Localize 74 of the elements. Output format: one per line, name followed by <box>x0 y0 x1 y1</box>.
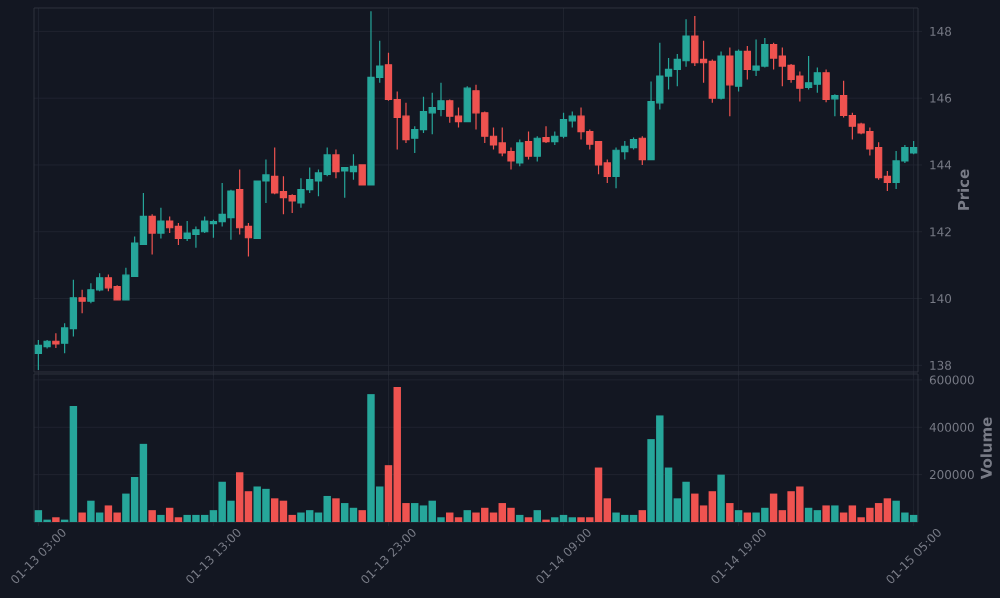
candlestick <box>446 98 454 124</box>
bar <box>113 512 121 522</box>
bar <box>848 505 857 522</box>
candlestick <box>52 332 60 349</box>
candlestick <box>822 68 830 103</box>
bar <box>157 514 165 522</box>
candlestick <box>78 289 86 314</box>
bar <box>594 467 603 522</box>
bar <box>279 500 288 522</box>
candlestick <box>778 46 787 87</box>
bar <box>472 512 480 522</box>
candlestick <box>717 50 725 101</box>
bar <box>139 443 148 522</box>
bar <box>78 512 86 522</box>
bar <box>909 514 918 522</box>
bar <box>367 394 375 522</box>
candlestick <box>463 85 471 123</box>
bar <box>559 514 568 522</box>
bar <box>349 507 358 522</box>
candlestick <box>743 45 751 81</box>
candlestick <box>559 112 568 139</box>
candlestick <box>332 148 340 179</box>
bar <box>726 503 734 522</box>
candlestick <box>533 135 541 163</box>
bar <box>734 510 743 522</box>
bar <box>297 512 305 522</box>
bar <box>813 510 822 522</box>
bar <box>411 503 419 522</box>
candlestick <box>909 140 918 155</box>
bar <box>507 507 515 522</box>
bar <box>69 405 78 522</box>
bar <box>270 498 279 522</box>
bar <box>691 493 699 522</box>
bar <box>883 498 892 522</box>
bar <box>516 514 524 522</box>
bar <box>874 503 883 522</box>
candlestick <box>516 138 524 167</box>
bar <box>708 491 717 522</box>
bar <box>638 510 647 522</box>
bar <box>148 510 156 522</box>
bar <box>87 500 95 522</box>
candlestick <box>454 106 463 129</box>
bar <box>831 505 839 522</box>
bar <box>358 510 366 522</box>
bar <box>743 512 752 522</box>
bar <box>165 507 174 522</box>
bar <box>419 505 428 522</box>
bar <box>822 505 830 522</box>
bar <box>34 510 43 522</box>
bar <box>235 472 244 522</box>
bar <box>463 510 471 522</box>
candlestick <box>524 130 533 161</box>
candlestick <box>734 48 743 93</box>
candlestick <box>148 213 156 256</box>
bar <box>341 503 349 522</box>
candlestick <box>542 125 550 144</box>
bar <box>629 514 638 522</box>
candlestick <box>804 55 813 91</box>
bar <box>305 510 314 522</box>
bar <box>804 507 813 522</box>
candlestick <box>726 46 734 117</box>
bar <box>769 493 778 522</box>
bar <box>323 495 331 522</box>
candlestick <box>831 93 839 117</box>
bar <box>717 474 725 522</box>
bar <box>200 514 209 522</box>
candlestick <box>358 164 366 186</box>
candlestick <box>157 207 165 240</box>
bar <box>332 498 340 522</box>
bar <box>682 481 690 522</box>
candlestick <box>174 222 183 246</box>
bar <box>104 505 113 522</box>
candlestick <box>367 10 375 186</box>
bar <box>533 510 541 522</box>
